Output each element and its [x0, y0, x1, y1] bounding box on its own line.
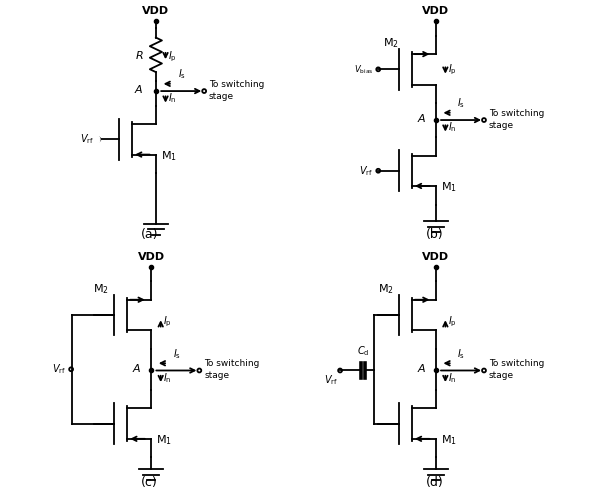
Text: $\rm M_1$: $\rm M_1$: [441, 180, 457, 194]
Text: $\rm M_1$: $\rm M_1$: [156, 433, 172, 447]
Text: $R$: $R$: [135, 49, 144, 61]
Text: To switching: To switching: [209, 80, 264, 88]
Text: $V_{\rm rf}$: $V_{\rm rf}$: [323, 373, 337, 387]
Text: $I_{\rm p}$: $I_{\rm p}$: [447, 315, 457, 329]
Text: $A$: $A$: [416, 112, 426, 124]
Text: stage: stage: [489, 121, 514, 130]
Text: VDD: VDD: [142, 6, 170, 16]
Text: stage: stage: [489, 371, 514, 380]
Text: (c): (c): [141, 476, 158, 489]
Text: To switching: To switching: [489, 359, 544, 368]
Text: $I_{\rm p}$: $I_{\rm p}$: [163, 315, 172, 329]
Text: To switching: To switching: [204, 359, 260, 368]
Text: (d): (d): [426, 476, 443, 489]
Text: $I_{\rm p}$: $I_{\rm p}$: [447, 62, 457, 77]
Text: $V_{\rm rf}$: $V_{\rm rf}$: [52, 363, 66, 376]
Text: $I_{\rm n}$: $I_{\rm n}$: [447, 121, 457, 134]
Text: $I_{\rm n}$: $I_{\rm n}$: [163, 371, 171, 385]
Text: stage: stage: [204, 371, 229, 380]
Text: To switching: To switching: [489, 109, 544, 118]
Text: VDD: VDD: [422, 252, 449, 262]
Text: $C_{\rm d}$: $C_{\rm d}$: [357, 345, 369, 359]
Text: (b): (b): [426, 228, 443, 241]
Text: stage: stage: [209, 92, 234, 101]
Text: $A$: $A$: [416, 362, 426, 374]
Text: $A$: $A$: [134, 82, 144, 95]
Text: $I_{\rm s}$: $I_{\rm s}$: [173, 347, 181, 361]
Text: $A$: $A$: [132, 362, 142, 374]
Text: $\rm M_1$: $\rm M_1$: [161, 149, 177, 163]
Text: $I_{\rm s}$: $I_{\rm s}$: [457, 97, 466, 110]
Text: $I_{\rm s}$: $I_{\rm s}$: [178, 68, 185, 82]
Text: VDD: VDD: [137, 252, 165, 262]
Text: $I_{\rm s}$: $I_{\rm s}$: [457, 347, 466, 361]
Text: $I_{\rm p}$: $I_{\rm p}$: [168, 50, 177, 64]
Text: $I_{\rm n}$: $I_{\rm n}$: [447, 371, 457, 385]
Text: $\rm M_2$: $\rm M_2$: [378, 282, 394, 295]
Text: $\rm M_2$: $\rm M_2$: [383, 36, 399, 50]
Text: VDD: VDD: [422, 6, 449, 16]
Text: $\rm M_2$: $\rm M_2$: [93, 282, 109, 295]
Text: (a): (a): [141, 228, 158, 241]
Text: $I_{\rm n}$: $I_{\rm n}$: [168, 91, 176, 105]
Text: $\rm M_1$: $\rm M_1$: [441, 433, 457, 447]
Text: $V_{\rm bias}$: $V_{\rm bias}$: [354, 63, 373, 76]
Text: $V_{\rm rf}$: $V_{\rm rf}$: [359, 164, 373, 178]
Text: $V_{\rm rf}$: $V_{\rm rf}$: [80, 132, 94, 146]
